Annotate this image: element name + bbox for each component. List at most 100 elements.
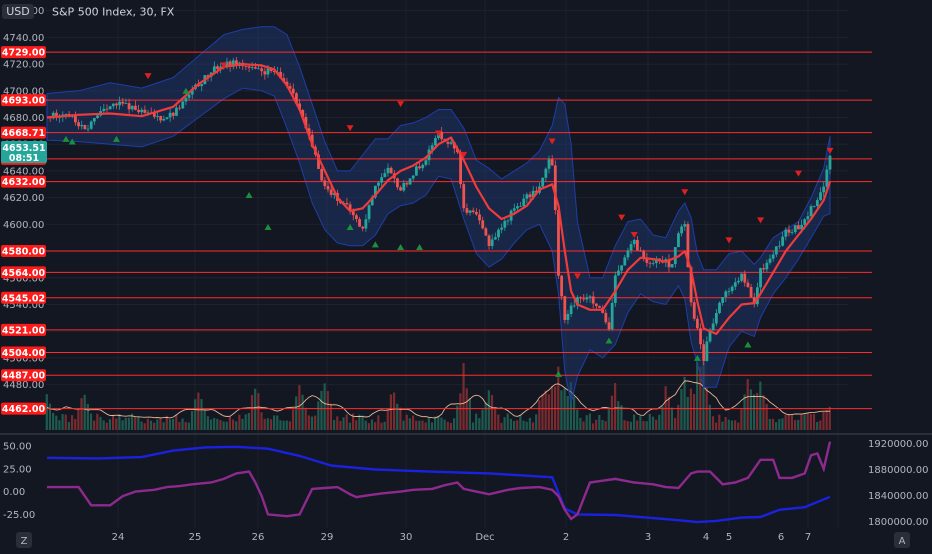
bollinger-bands: [46, 26, 831, 404]
candle-body: [787, 229, 791, 233]
volume-bar: [405, 414, 408, 430]
volume-bar: [93, 420, 96, 430]
candle-body: [298, 103, 301, 111]
buy-signal-marker: [554, 370, 562, 377]
volume-bar: [484, 402, 487, 430]
candle-body: [547, 159, 551, 169]
volume-bar: [178, 421, 181, 430]
candle-body: [714, 313, 718, 324]
volume-bar: [819, 420, 822, 430]
candle-body: [332, 192, 336, 195]
candle-body: [159, 115, 163, 121]
candle-body: [361, 226, 365, 229]
candle-body: [673, 247, 677, 265]
volume-bar: [61, 414, 64, 430]
level-label-bg: [1, 266, 46, 279]
volume-bar: [563, 388, 566, 430]
volume-bar: [408, 418, 411, 430]
lower-right-tick-label: 1880000.00: [868, 465, 928, 476]
candle-body: [566, 314, 570, 320]
candle-body: [83, 124, 87, 130]
candle-body: [459, 152, 463, 185]
candle-body: [411, 175, 415, 179]
candle-body: [825, 169, 829, 187]
volume-bar: [295, 396, 298, 430]
volume-bar: [159, 417, 162, 430]
volume-bar: [692, 394, 696, 430]
candle-body: [231, 60, 235, 67]
volume-bar: [620, 405, 623, 430]
candle-body: [506, 220, 510, 222]
currency-badge[interactable]: [2, 4, 34, 19]
candle-body: [516, 206, 519, 209]
volume-bar: [784, 415, 787, 430]
volume-bar: [727, 419, 730, 430]
candle-body: [607, 322, 611, 330]
zoom-label: Z: [21, 536, 28, 547]
volume-bar: [402, 420, 405, 430]
volume-bar: [803, 414, 806, 430]
lower-indicator-pane: [46, 441, 832, 524]
candle-body: [733, 282, 737, 287]
volume-bar: [415, 420, 418, 430]
candle-body: [134, 105, 137, 110]
volume-bar: [171, 418, 175, 430]
volume-bar: [759, 381, 762, 430]
x-tick-label: 30: [400, 532, 413, 543]
volume-bar: [623, 420, 626, 430]
volume-bar: [468, 398, 471, 430]
candle-body: [576, 297, 579, 306]
volume-bar: [351, 413, 355, 430]
candle-body: [86, 128, 90, 130]
lower-left-tick-label: 0.00: [3, 487, 25, 498]
volume-bar: [77, 408, 80, 430]
oscillator-series-line: [47, 441, 832, 521]
candle-body: [329, 189, 333, 195]
volume-bar: [655, 419, 658, 430]
candle-body: [481, 220, 485, 229]
volume-bar: [137, 417, 140, 430]
candle-body: [553, 165, 557, 211]
candle-body: [730, 286, 734, 292]
candle-body: [383, 173, 387, 178]
volume-bar: [80, 398, 83, 430]
volume-bar: [307, 415, 310, 430]
volume-bar: [118, 414, 121, 430]
candle-body: [762, 268, 766, 270]
volume-bar: [411, 415, 415, 430]
candle-body: [800, 224, 803, 230]
buy-signal-marker: [416, 244, 424, 251]
zoom-button[interactable]: [16, 532, 32, 548]
volume-bar: [816, 421, 819, 430]
level-label-bg: [1, 175, 46, 188]
candle-body: [629, 244, 633, 251]
volume-bar: [471, 422, 475, 430]
candle-body: [531, 190, 535, 198]
volume-bar: [235, 421, 238, 430]
candle-body: [263, 71, 267, 75]
volume-bar: [711, 416, 715, 430]
volume-bar: [743, 394, 746, 430]
volume-bar: [768, 418, 771, 430]
volume-bar: [538, 400, 541, 430]
candle-body: [528, 194, 532, 198]
sell-signal-marker: [144, 73, 152, 80]
candle-body: [708, 330, 712, 342]
candle-body: [557, 210, 560, 276]
volume-bar: [762, 395, 765, 430]
volume-bar: [812, 414, 816, 430]
candle-body: [433, 138, 437, 146]
volume-bar: [386, 409, 389, 430]
volume-bar: [610, 395, 614, 430]
candle-body: [569, 305, 573, 315]
candle-body: [724, 291, 728, 298]
candle-body: [140, 109, 144, 113]
candle-body: [295, 93, 298, 104]
level-label-bg: [1, 402, 46, 415]
auto-scale-button[interactable]: [894, 532, 910, 548]
candle-body: [418, 166, 421, 169]
volume-bar: [421, 420, 424, 430]
level-label: 4521.00: [2, 325, 46, 336]
